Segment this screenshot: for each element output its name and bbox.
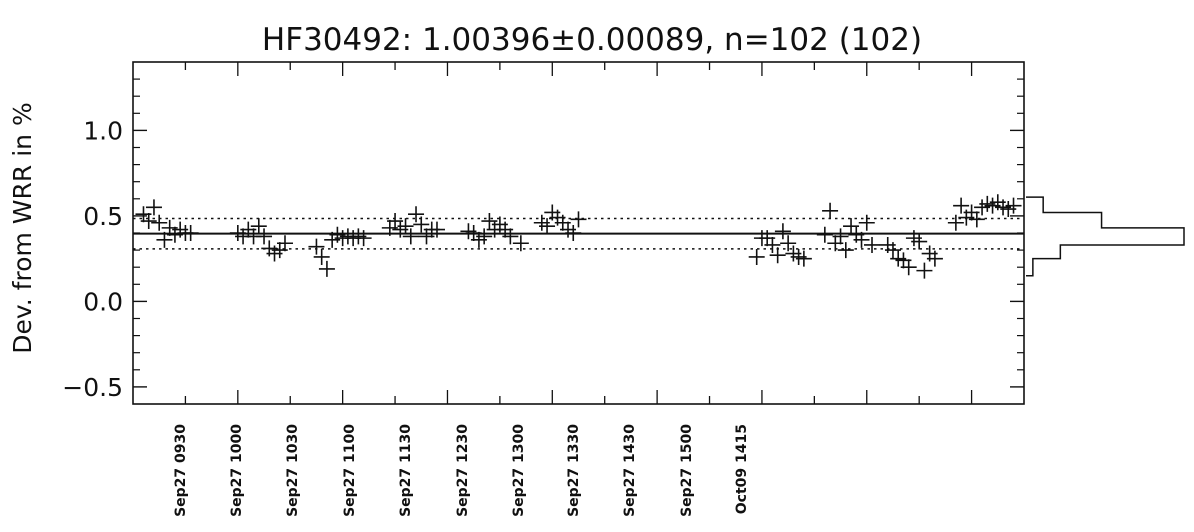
data-point xyxy=(816,226,833,243)
data-point xyxy=(428,221,445,238)
y-tick-label: 0.5 xyxy=(83,202,123,231)
data-point xyxy=(256,228,273,245)
data-point xyxy=(911,233,928,250)
x-tick-label: Sep27 1230 xyxy=(455,424,471,517)
data-point xyxy=(780,235,797,252)
data-point xyxy=(182,225,199,241)
y-tick-label: 0.0 xyxy=(83,287,123,316)
data-point xyxy=(476,228,493,245)
data-point xyxy=(570,211,587,228)
data-point xyxy=(953,197,970,214)
data-point xyxy=(318,260,335,277)
x-tick-label: Sep27 1430 xyxy=(622,424,638,517)
data-point xyxy=(276,235,293,252)
data-point xyxy=(764,236,781,253)
data-point xyxy=(843,218,860,235)
y-tick-label: 1.0 xyxy=(83,116,123,145)
x-tick-label: Sep27 0930 xyxy=(173,424,189,517)
data-point xyxy=(387,213,404,230)
x-tick-label: Sep27 1030 xyxy=(285,424,301,517)
data-point xyxy=(832,228,849,245)
x-tick-label: Sep27 1500 xyxy=(679,424,695,517)
data-point xyxy=(140,213,157,230)
y-axis-label: Dev. from WRR in % xyxy=(8,102,37,353)
x-tick-label: Sep27 1300 xyxy=(511,424,527,517)
data-point xyxy=(748,248,765,265)
data-point xyxy=(413,216,430,233)
chart-title: HF30492: 1.00396±0.00089, n=102 (102) xyxy=(262,22,922,58)
data-point xyxy=(858,214,875,231)
data-point xyxy=(408,206,425,223)
data-point xyxy=(481,213,498,230)
data-point xyxy=(355,230,372,247)
data-point xyxy=(822,202,839,219)
data-point xyxy=(502,228,519,245)
data-point xyxy=(853,231,870,248)
data-point xyxy=(900,259,917,276)
data-point xyxy=(947,214,964,231)
data-point xyxy=(968,211,985,228)
x-tick-label: Sep27 1130 xyxy=(398,424,414,517)
data-point xyxy=(145,199,162,216)
data-point xyxy=(769,247,786,264)
y-tick-label: −0.5 xyxy=(62,373,123,402)
histogram-outline xyxy=(1026,196,1185,277)
x-tick-label: Sep27 1100 xyxy=(342,424,358,517)
data-point xyxy=(308,238,325,255)
data-point xyxy=(539,218,556,235)
data-point xyxy=(313,248,330,265)
x-tick-label: Oct09 1415 xyxy=(734,424,750,514)
data-point xyxy=(916,262,933,279)
x-tick-label: Sep27 1330 xyxy=(566,424,582,517)
data-point xyxy=(512,235,529,252)
plot-area: 1.0 0.5 0.0 −0.5 Sep27 0930 Sep27 1000 Sep27 1… xyxy=(62,61,1185,517)
data-point xyxy=(837,242,854,259)
data-point xyxy=(864,236,881,253)
data-point xyxy=(156,231,173,248)
data-point xyxy=(1005,197,1022,214)
data-point xyxy=(250,218,267,235)
data-point xyxy=(402,228,419,245)
data-point xyxy=(926,250,943,267)
data-point xyxy=(151,214,168,231)
data-point xyxy=(795,250,812,267)
data-point xyxy=(397,218,414,235)
data-point xyxy=(884,242,901,259)
x-tick-label: Sep27 1000 xyxy=(229,424,245,517)
data-point xyxy=(565,225,582,241)
data-point xyxy=(774,223,791,240)
